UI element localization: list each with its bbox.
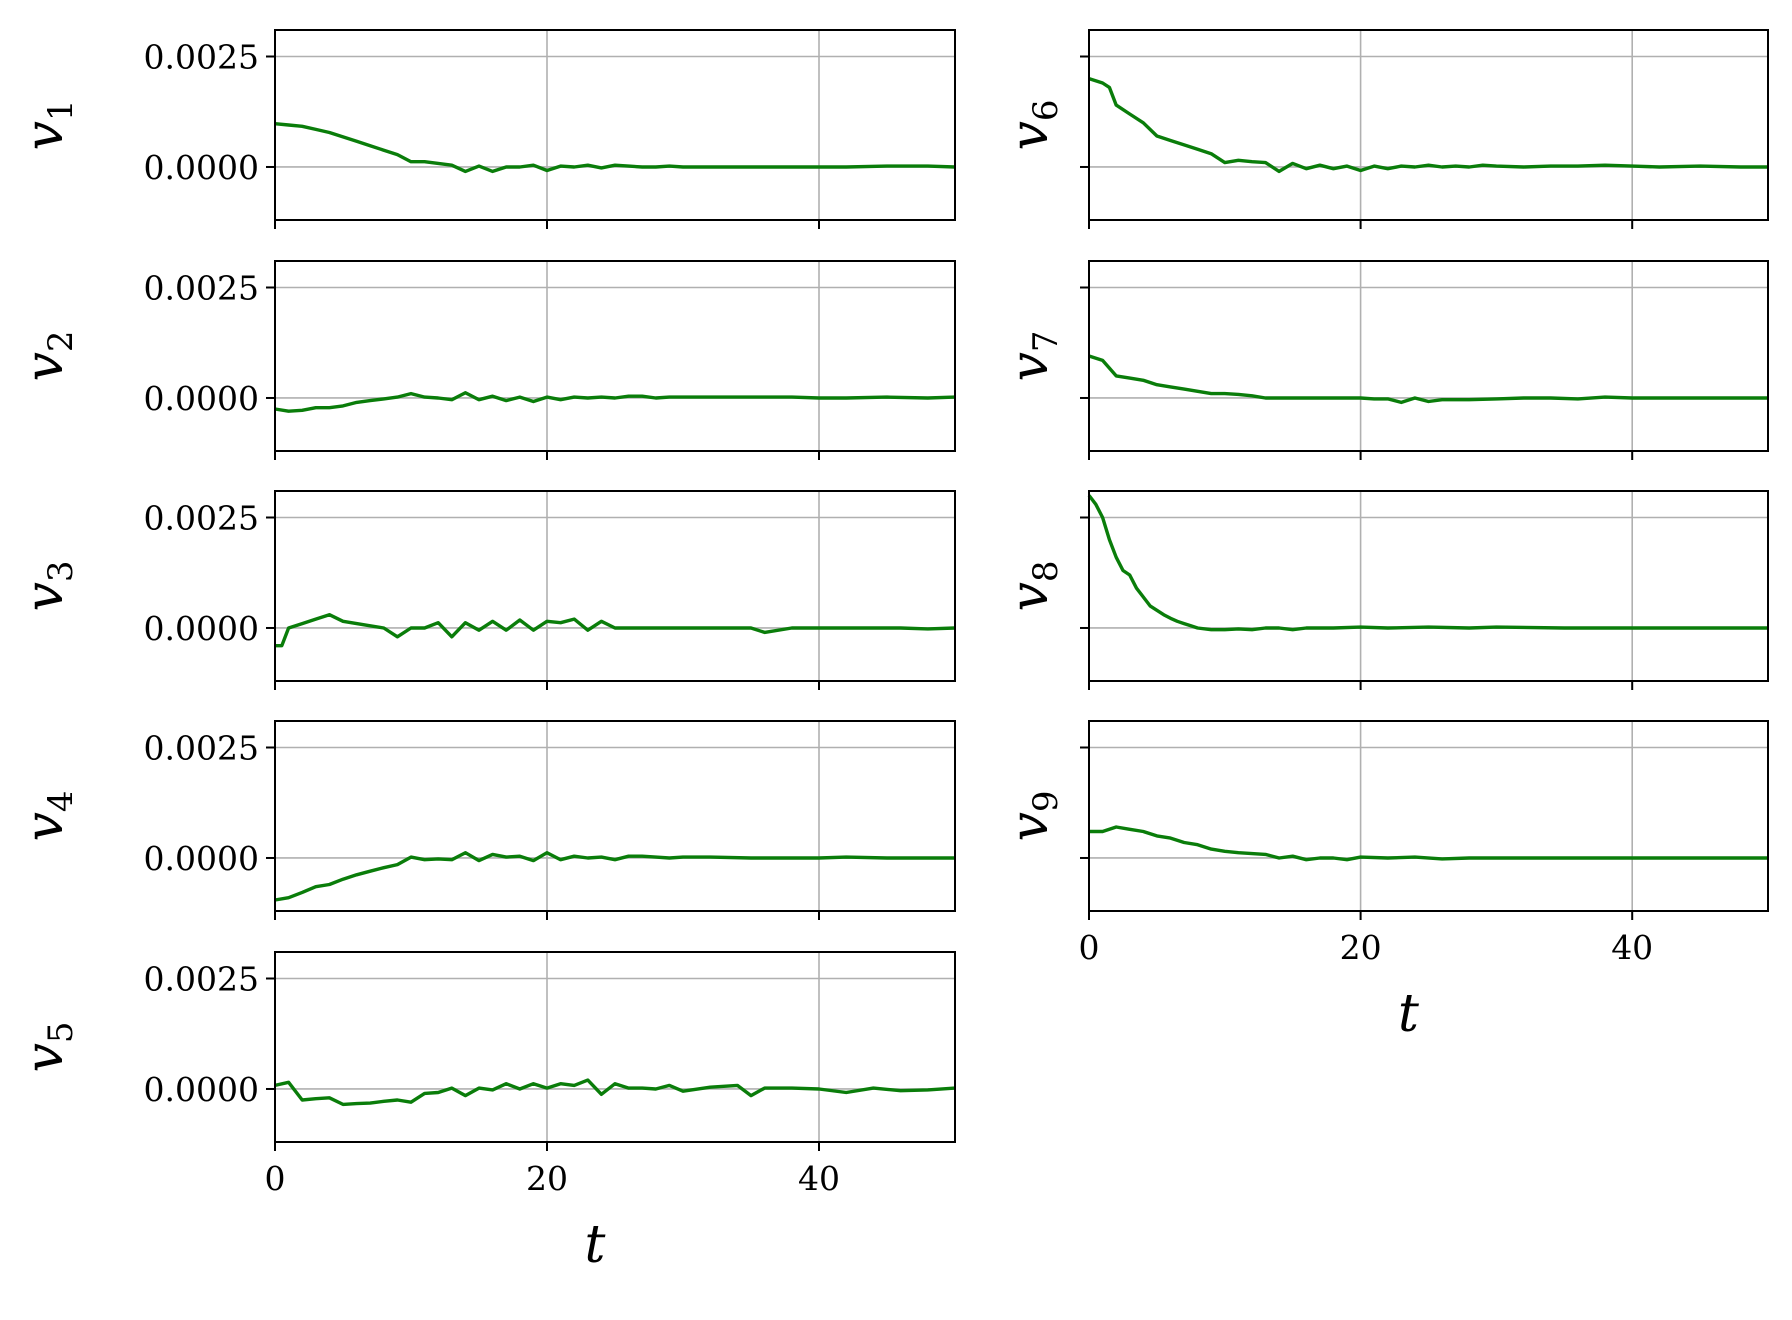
y-tick-label: 0.0000 — [144, 148, 259, 187]
x-tick-label: 0 — [1079, 928, 1100, 967]
panel-v6: v6 — [1000, 29, 1769, 229]
y-axis-label-main: v — [1000, 121, 1060, 150]
panel-v4: 0.0025 0.0000 v4 — [15, 720, 956, 920]
y-axis-label-main: v — [1000, 352, 1060, 381]
x-tick-label: 40 — [798, 1159, 840, 1198]
axes-frame — [274, 490, 956, 682]
axes-frame — [1088, 29, 1769, 221]
x-axis-label: t — [1398, 984, 1419, 1044]
y-tick-label: 0.0000 — [144, 839, 259, 878]
x-tick-label: 20 — [1340, 928, 1382, 967]
y-axis-label: v8 — [1000, 560, 1066, 611]
axes-frame — [1088, 490, 1769, 682]
y-tick-label: 0.0000 — [144, 609, 259, 648]
series-line-v4 — [274, 851, 955, 902]
y-axis-label-main: v — [15, 1043, 75, 1072]
y-axis-label: v2 — [15, 330, 81, 381]
y-axis-label-subscript: 5 — [41, 1021, 81, 1043]
x-tick-label: 40 — [1611, 928, 1653, 967]
panel-v7: v7 — [1000, 260, 1769, 460]
y-axis-label-subscript: 1 — [41, 99, 81, 121]
panel-v3: 0.0025 0.0000 v3 — [15, 490, 956, 690]
series-line-v8 — [1087, 494, 1768, 632]
y-axis-label: v7 — [1000, 330, 1066, 381]
y-axis-label: v6 — [1000, 99, 1066, 150]
x-tick-label: 0 — [265, 1159, 286, 1198]
axes-frame — [1088, 260, 1769, 452]
axes-frame — [274, 29, 956, 221]
y-axis-label-subscript: 3 — [41, 560, 81, 582]
y-axis-label-main: v — [15, 352, 75, 381]
y-axis-label-subscript: 6 — [1026, 99, 1066, 121]
y-axis-label-main: v — [15, 812, 75, 841]
series-line-v2 — [274, 391, 956, 413]
y-axis-label: v9 — [1000, 790, 1066, 841]
axes-frame — [274, 260, 956, 452]
y-tick-label: 0.0025 — [144, 499, 259, 538]
y-tick-label: 0.0025 — [144, 729, 259, 768]
y-axis-label-subscript: 8 — [1026, 560, 1066, 582]
y-tick-label: 0.0025 — [144, 38, 259, 77]
panel-v5: 0 20 40 0.0025 0.0000 v5 t — [15, 951, 956, 1275]
y-tick-label: 0.0000 — [144, 379, 259, 418]
panel-v1: 0.0025 0.0000 v1 — [15, 29, 956, 229]
panel-v8: v8 — [1000, 490, 1769, 690]
y-axis-label: v5 — [15, 1021, 81, 1072]
series-line-v7 — [1088, 354, 1768, 405]
x-axis-label: t — [585, 1215, 606, 1275]
y-axis-label: v4 — [15, 790, 81, 841]
y-axis-label-main: v — [15, 121, 75, 150]
y-axis-label-main: v — [1000, 812, 1060, 841]
y-axis-label: v1 — [15, 99, 81, 150]
axes-frame — [274, 951, 956, 1143]
y-axis-label-subscript: 2 — [41, 330, 81, 352]
series-line-v5 — [274, 1078, 956, 1107]
panel-v9: 0 20 40 v9 t — [1000, 720, 1769, 1044]
series-line-v6 — [1088, 76, 1768, 174]
y-axis-label-subscript: 9 — [1026, 790, 1066, 812]
y-tick-label: 0.0025 — [144, 960, 259, 999]
y-axis-label: v3 — [15, 560, 81, 611]
panel-v2: 0.0025 0.0000 v2 — [15, 260, 956, 460]
y-axis-label-main: v — [1000, 582, 1060, 611]
axes-frame — [274, 720, 956, 912]
y-axis-label-subscript: 4 — [41, 790, 81, 812]
y-tick-label: 0.0000 — [144, 1070, 259, 1109]
series-line-v9 — [1089, 825, 1768, 862]
series-line-v1 — [274, 122, 956, 174]
x-tick-label: 20 — [526, 1159, 568, 1198]
y-axis-label-subscript: 7 — [1026, 330, 1066, 352]
series-line-v3 — [275, 613, 956, 648]
y-tick-label: 0.0025 — [144, 269, 259, 308]
axes-frame — [1088, 720, 1769, 912]
y-axis-label-main: v — [15, 582, 75, 611]
